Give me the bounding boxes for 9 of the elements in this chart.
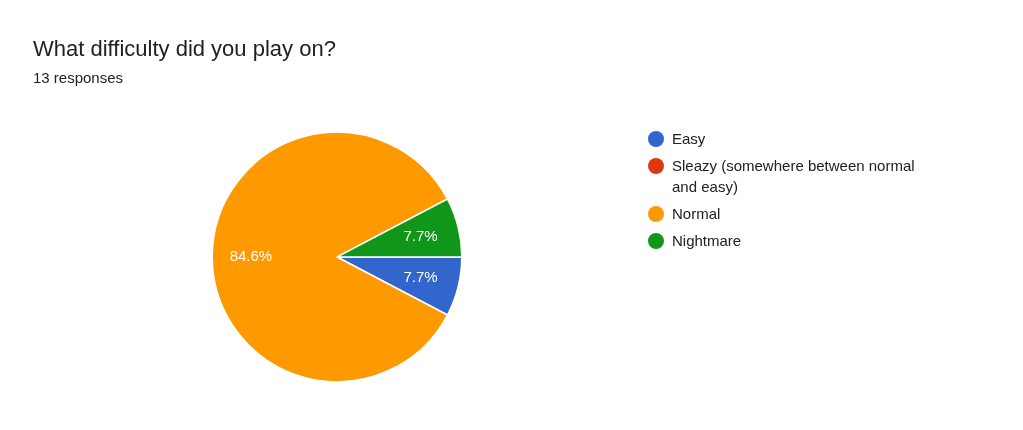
legend-label: Easy bbox=[672, 129, 706, 149]
chart-title: What difficulty did you play on? bbox=[33, 36, 336, 62]
legend-label: Nightmare bbox=[672, 231, 742, 251]
legend-label: Normal bbox=[672, 204, 721, 224]
text: 13 responses bbox=[33, 69, 124, 87]
data-label: 7.7% bbox=[403, 226, 438, 244]
data-label: 84.6% bbox=[229, 247, 273, 265]
data-label: 7.7% bbox=[403, 267, 438, 285]
legend-label: Sleazy (somewhere between normal and easy) bbox=[672, 156, 916, 197]
